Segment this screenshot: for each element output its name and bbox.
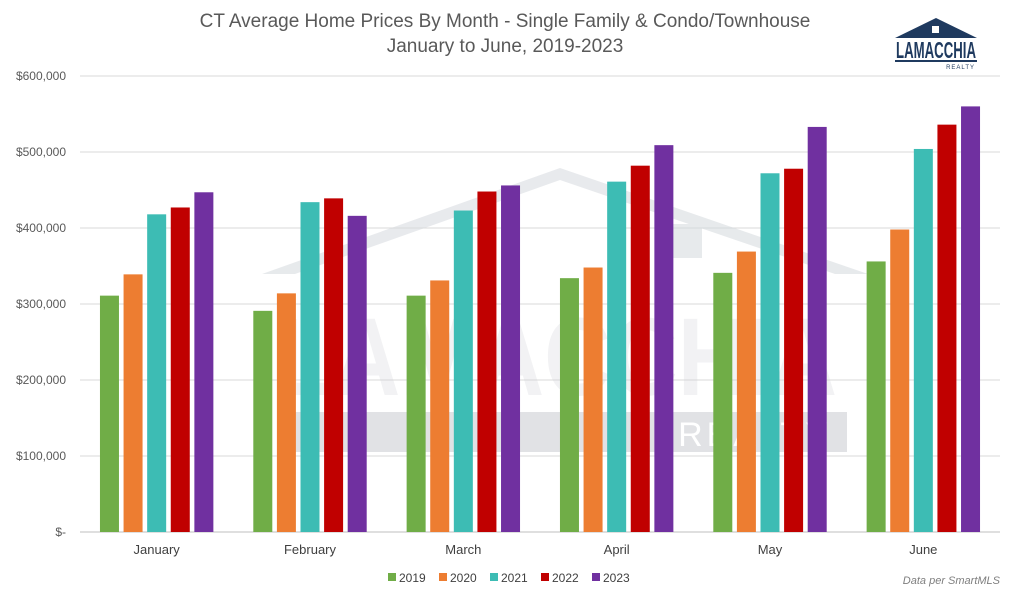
- bar-january-2022: [170, 207, 190, 533]
- bar-june-2022: [937, 124, 957, 532]
- x-tick-label: March: [445, 542, 481, 557]
- logo-subtext: REALTY: [946, 65, 975, 71]
- bar-june-2023: [961, 106, 981, 533]
- legend-swatch-2019: [388, 573, 396, 581]
- y-tick-label: $600,000: [16, 69, 66, 83]
- bar-april-2021: [607, 181, 627, 532]
- legend-swatch-2022: [541, 573, 549, 581]
- logo-text: LAMACCHIA: [896, 37, 976, 63]
- legend-label: 2020: [450, 571, 477, 585]
- bar-february-2021: [300, 202, 320, 532]
- y-tick-label: $300,000: [16, 297, 66, 311]
- x-axis-ticks: January February March April May June: [134, 542, 938, 557]
- legend-label: 2021: [501, 571, 528, 585]
- y-tick-label: $-: [55, 525, 66, 539]
- bar-may-2019: [713, 272, 733, 532]
- bar-january-2020: [123, 274, 143, 532]
- bar-february-2023: [347, 215, 367, 532]
- logo: LAMACCHIA REALTY: [895, 18, 977, 71]
- chart-title: CT Average Home Prices By Month - Single…: [200, 11, 811, 32]
- bar-april-2020: [583, 267, 603, 532]
- y-tick-label: $200,000: [16, 373, 66, 387]
- y-tick-label: $500,000: [16, 145, 66, 159]
- footnote: Data per SmartMLS: [903, 575, 1001, 587]
- bar-may-2021: [760, 173, 780, 532]
- bar-march-2020: [430, 280, 450, 532]
- bar-april-2019: [559, 278, 579, 532]
- bar-february-2020: [276, 293, 296, 532]
- watermark-roof-icon: [262, 168, 868, 274]
- bar-march-2022: [477, 191, 497, 532]
- bar-may-2020: [736, 251, 756, 532]
- bar-june-2021: [913, 148, 933, 532]
- bars: [99, 106, 981, 533]
- logo-window-icon: [932, 26, 939, 33]
- bar-january-2019: [99, 295, 119, 532]
- y-axis-ticks: $- $100,000 $200,000 $300,000 $400,000 $500,0…: [16, 69, 66, 539]
- legend-swatch-2021: [490, 573, 498, 581]
- bar-january-2021: [147, 214, 167, 532]
- bar-may-2022: [784, 168, 804, 532]
- y-tick-label: $100,000: [16, 449, 66, 463]
- bar-april-2023: [654, 145, 674, 532]
- bar-march-2023: [501, 185, 521, 532]
- bar-june-2020: [890, 229, 910, 532]
- x-tick-label: June: [909, 542, 937, 557]
- legend-label: 2019: [399, 571, 426, 585]
- x-tick-label: January: [134, 542, 181, 557]
- watermark-window-icon: [668, 224, 702, 258]
- bar-february-2019: [253, 310, 273, 532]
- gridlines: [80, 75, 1000, 533]
- legend-label: 2022: [552, 571, 579, 585]
- y-tick-label: $400,000: [16, 221, 66, 235]
- legend-swatch-2023: [592, 573, 600, 581]
- x-tick-label: May: [758, 542, 783, 557]
- bar-may-2023: [807, 126, 827, 533]
- bar-march-2021: [453, 210, 473, 532]
- legend: 2019 2020 2021 2022 2023: [388, 571, 630, 585]
- legend-swatch-2020: [439, 573, 447, 581]
- bar-march-2019: [406, 295, 426, 532]
- bar-april-2022: [630, 165, 650, 532]
- x-tick-label: February: [284, 542, 337, 557]
- legend-label: 2023: [603, 571, 630, 585]
- bar-june-2019: [866, 261, 886, 532]
- x-tick-label: April: [604, 542, 630, 557]
- bar-february-2022: [324, 198, 344, 533]
- chart-subtitle: January to June, 2019-2023: [387, 36, 624, 57]
- bar-january-2023: [194, 192, 214, 532]
- logo-underline: [895, 60, 977, 62]
